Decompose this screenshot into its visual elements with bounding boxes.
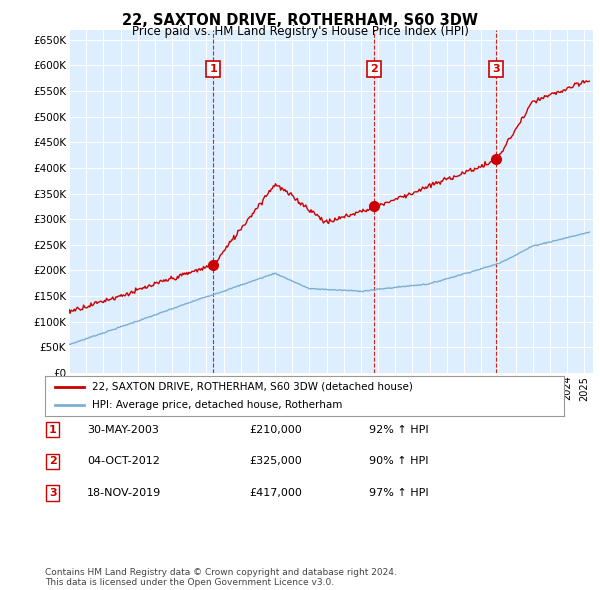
Text: 04-OCT-2012: 04-OCT-2012 (87, 457, 160, 466)
Text: 92% ↑ HPI: 92% ↑ HPI (369, 425, 428, 434)
Text: Price paid vs. HM Land Registry's House Price Index (HPI): Price paid vs. HM Land Registry's House … (131, 25, 469, 38)
Text: 3: 3 (493, 64, 500, 74)
Text: 90% ↑ HPI: 90% ↑ HPI (369, 457, 428, 466)
Text: 30-MAY-2003: 30-MAY-2003 (87, 425, 159, 434)
Text: 22, SAXTON DRIVE, ROTHERHAM, S60 3DW: 22, SAXTON DRIVE, ROTHERHAM, S60 3DW (122, 13, 478, 28)
Text: 97% ↑ HPI: 97% ↑ HPI (369, 489, 428, 498)
Text: 3: 3 (49, 489, 56, 498)
Text: £325,000: £325,000 (249, 457, 302, 466)
Text: £417,000: £417,000 (249, 489, 302, 498)
Text: 1: 1 (49, 425, 56, 434)
Text: 22, SAXTON DRIVE, ROTHERHAM, S60 3DW (detached house): 22, SAXTON DRIVE, ROTHERHAM, S60 3DW (de… (92, 382, 413, 392)
Text: 18-NOV-2019: 18-NOV-2019 (87, 489, 161, 498)
Text: Contains HM Land Registry data © Crown copyright and database right 2024.
This d: Contains HM Land Registry data © Crown c… (45, 568, 397, 587)
Text: £210,000: £210,000 (249, 425, 302, 434)
Text: 1: 1 (209, 64, 217, 74)
Text: 2: 2 (49, 457, 56, 466)
Text: 2: 2 (370, 64, 378, 74)
Text: HPI: Average price, detached house, Rotherham: HPI: Average price, detached house, Roth… (92, 400, 342, 410)
